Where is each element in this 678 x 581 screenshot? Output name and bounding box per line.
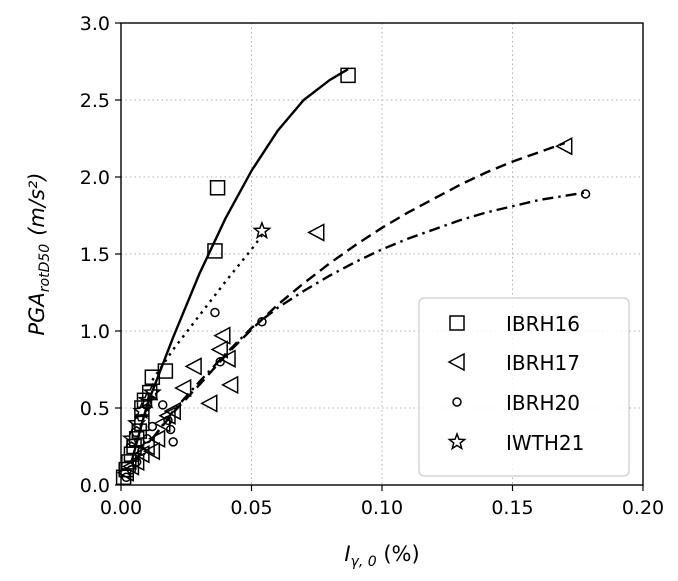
- data-point-ibrh17: [174, 378, 192, 398]
- fit-line-ibrh16: [130, 68, 349, 463]
- marker-layer: [115, 67, 591, 486]
- data-point-ibrh16: [157, 363, 174, 379]
- data-point-iwth21: [252, 220, 272, 240]
- x-axis-label-suffix: (%): [377, 542, 420, 566]
- data-point-ibrh17: [184, 357, 202, 376]
- y-tick-label: 1.5: [80, 244, 110, 266]
- legend-label-ibrh16: IBRH16: [506, 312, 580, 336]
- data-point-ibrh20: [126, 464, 137, 475]
- data-point-ibrh17: [218, 349, 236, 368]
- data-point-ibrh16: [207, 243, 223, 259]
- data-point-iwth21: [137, 390, 157, 409]
- legend-label-iwth21: IWTH21: [506, 431, 584, 455]
- data-point-ibrh17: [210, 340, 228, 359]
- legend-marker-ibrh17: [447, 352, 465, 372]
- legend-markers: [447, 315, 467, 451]
- y-tick-label: 3.0: [80, 13, 110, 35]
- data-point-ibrh17: [307, 223, 325, 242]
- data-point-ibrh17: [163, 401, 181, 421]
- fit-line-iwth21: [151, 234, 263, 381]
- legend-marker-iwth21: [447, 431, 467, 451]
- data-point-ibrh20: [210, 307, 220, 318]
- legend-marker-ibrh20: [452, 397, 462, 407]
- y-axis-label-sub: rotD50: [37, 244, 53, 292]
- y-tick-label: 0.0: [80, 475, 110, 497]
- data-point-ibrh20: [142, 434, 152, 444]
- data-point-ibrh20: [131, 457, 142, 467]
- x-tick-label: 0.05: [230, 497, 272, 519]
- x-tick-label: 0.20: [622, 497, 664, 519]
- x-tick-label: 0.15: [491, 497, 533, 519]
- x-axis-label-sub: γ, 0: [351, 554, 377, 570]
- data-point-ibrh20: [257, 317, 267, 327]
- data-point-ibrh17: [213, 326, 231, 345]
- y-axis-label-units: (m/s²): [25, 173, 49, 236]
- data-point-ibrh20: [147, 421, 158, 432]
- fit-line-ibrh17: [151, 141, 566, 440]
- y-axis-label-main: PGA: [25, 292, 49, 335]
- y-tick-label: 0.5: [80, 398, 110, 420]
- data-point-ibrh17: [555, 136, 573, 156]
- x-axis-label-main: I: [344, 542, 350, 566]
- grid-layer: [121, 23, 643, 485]
- data-point-ibrh20: [137, 446, 147, 456]
- data-point-iwth21: [132, 400, 152, 420]
- data-point-ibrh20: [121, 472, 131, 483]
- data-point-ibrh20: [165, 424, 176, 435]
- data-point-ibrh17: [147, 429, 166, 449]
- data-point-iwth21: [121, 428, 142, 447]
- data-point-ibrh20: [168, 437, 178, 447]
- data-point-ibrh20: [158, 400, 168, 410]
- y-tick-label: 2.0: [80, 167, 110, 189]
- data-point-ibrh20: [580, 189, 591, 199]
- legend-marker-ibrh16: [449, 315, 465, 331]
- legend-box: [418, 297, 630, 477]
- data-point-ibrh20: [163, 415, 173, 426]
- data-point-ibrh16: [340, 67, 356, 84]
- x-axis-label: Iγ, 0 (%): [344, 542, 419, 570]
- y-axis-label: PGArotD50 (m/s²): [25, 173, 53, 336]
- data-point-iwth21: [142, 382, 162, 401]
- y-tick-label: 1.0: [80, 321, 110, 343]
- data-point-iwth21: [127, 413, 147, 432]
- data-point-ibrh17: [221, 375, 239, 395]
- data-point-ibrh20: [215, 357, 225, 367]
- x-tick-label: 0.10: [361, 497, 403, 519]
- data-point-ibrh17: [200, 394, 218, 413]
- data-point-ibrh17: [142, 441, 161, 461]
- tick-layer: 0.00 0.05 0.10 0.15 0.20 0.0 0.5 1.0 1.5 2.0 2.5 3.…: [80, 13, 664, 519]
- legend: IBRH16 IBRH17 IBRH20 IWTH21: [418, 297, 630, 477]
- y-tick-label: 2.5: [80, 90, 110, 112]
- data-point-ibrh16: [209, 180, 226, 196]
- x-tick-label: 0.00: [100, 497, 142, 519]
- legend-label-ibrh17: IBRH17: [506, 351, 580, 375]
- legend-label-ibrh20: IBRH20: [506, 391, 580, 415]
